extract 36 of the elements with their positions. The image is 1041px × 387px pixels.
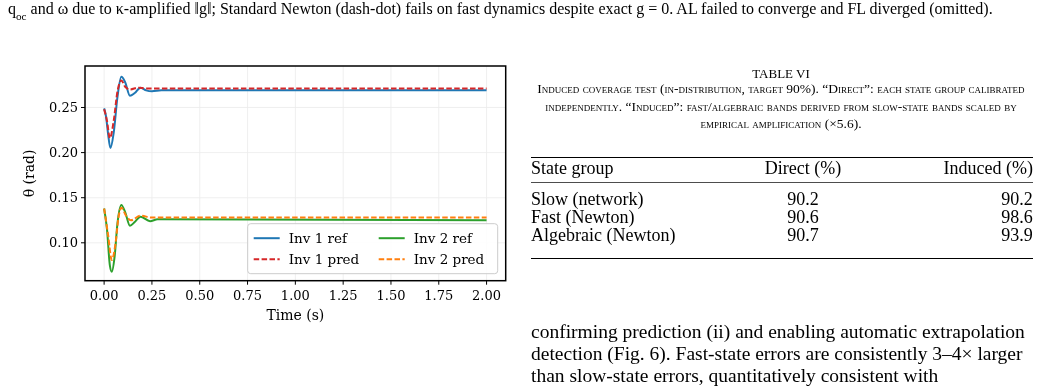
y-tick-label: 0.10: [49, 235, 78, 251]
y-axis-title: θ (rad): [21, 149, 37, 198]
y-tick-label: 0.25: [49, 100, 78, 115]
text: 90.2: [787, 188, 819, 209]
legend-label: Inv 1 pred: [288, 251, 360, 268]
x-axis-title: Time (s): [266, 306, 325, 323]
text: 90.6: [787, 206, 819, 227]
line-series: [103, 75, 488, 150]
legend-label: Inv 2 ref: [413, 230, 473, 247]
text: 90.7: [787, 224, 819, 245]
text: q$_{oc}$ and ω due to κ-amplified ‖g‖; Standard Newton (dash-dot) fails on fast dynamics despite exact g = 0. AL failed to converge and FL diverged (omitted).: [8, 0, 993, 22]
text: confirming prediction (ii) and enabling automatic extrapolation detection (Fig. 6). Fast-state errors are consistently 3–4× larger than slow-state errors, quantitatively consistent with: [531, 321, 1026, 386]
x-tick-label: 0.25: [137, 287, 167, 303]
text: 93.9: [1001, 224, 1033, 245]
x-tick-label: 1.75: [424, 287, 454, 303]
category-label: Induced (%): [943, 157, 1033, 179]
x-tick-label: 1.00: [280, 287, 310, 303]
text: State group: [531, 157, 614, 178]
x-tick-label: 1.50: [376, 287, 406, 303]
line-series: [103, 203, 488, 273]
legend-label: Inv 2 pred: [413, 251, 485, 268]
x-tick-label: 0.50: [185, 287, 215, 303]
text: Induced coverage test (in-distribution, target 90%). “Direct”: each state group calibrated independently. “Induced”: fast/algebraic bands derived from slow-state bands scaled by empirical amplification (×5.6).: [537, 81, 1026, 131]
y-tick-label: 0.15: [49, 190, 78, 206]
text: 98.6: [1001, 206, 1033, 227]
x-tick-label: 0.75: [233, 287, 263, 303]
x-tick-label: 2.00: [472, 287, 502, 303]
legend-label: Inv 1 ref: [288, 230, 348, 247]
x-tick-label: 1.25: [328, 287, 358, 303]
text: 90.2: [1001, 188, 1033, 209]
x-tick-label: 0.00: [89, 287, 119, 303]
y-tick-label: 0.20: [49, 145, 78, 161]
text: TABLE VI: [752, 66, 810, 81]
category-label: Slow (network): [531, 188, 644, 209]
line-series: [103, 79, 488, 140]
category-label: Direct (%): [764, 157, 842, 179]
